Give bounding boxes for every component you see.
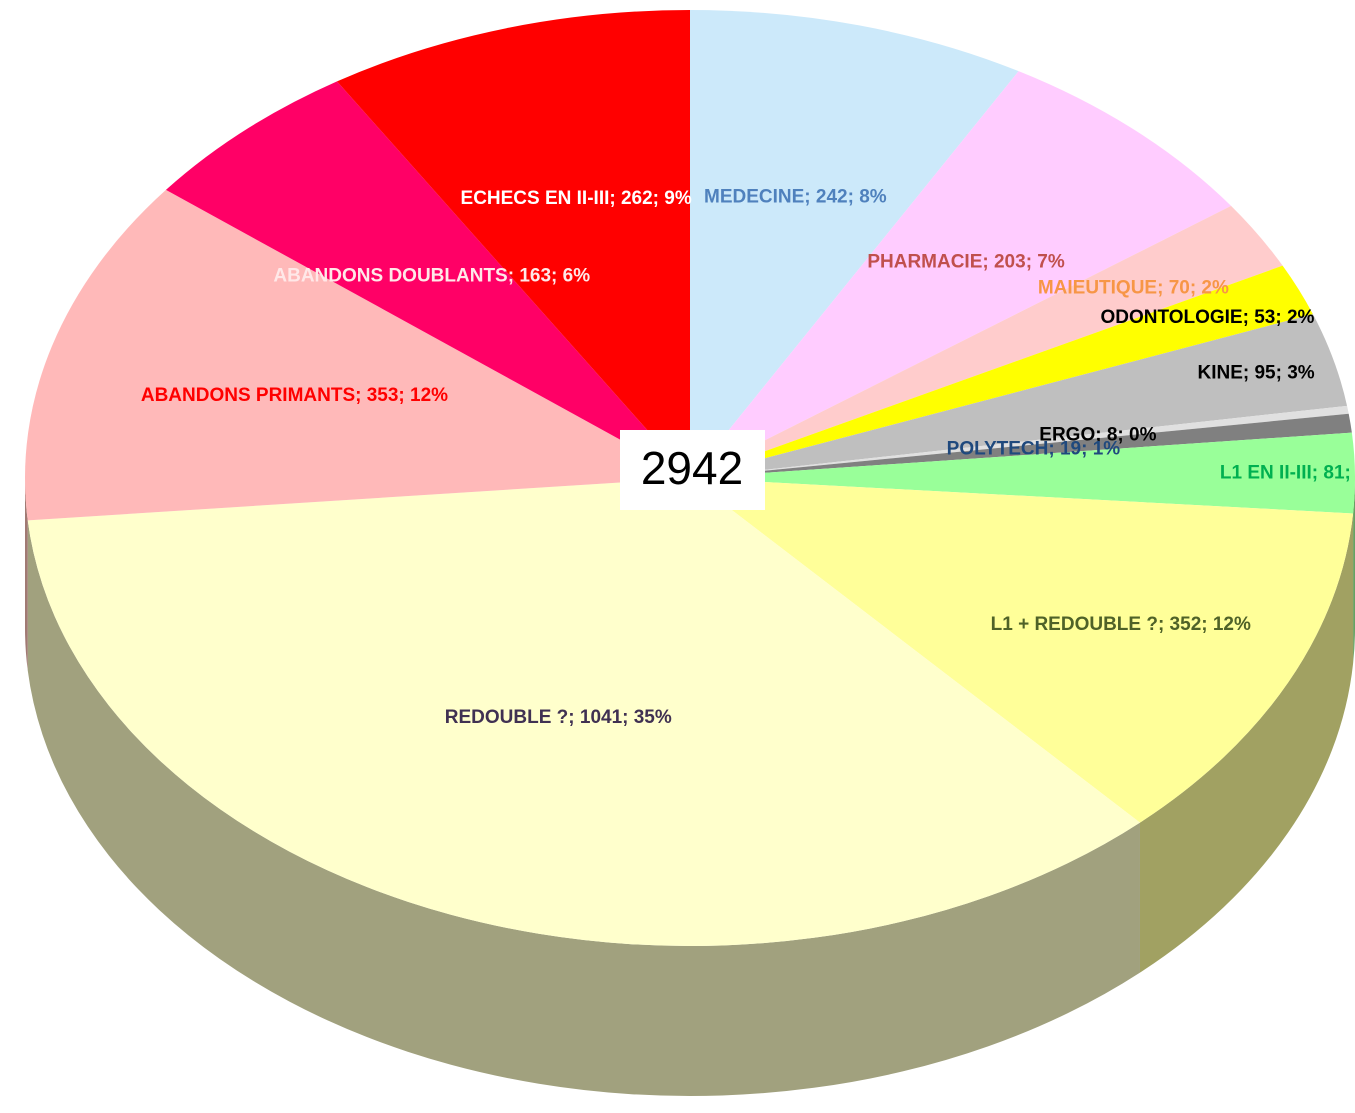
pie-slice: [25, 189, 691, 521]
pie-slice: [690, 10, 1019, 478]
pie-slice: [690, 265, 1313, 478]
data-label: L1 + REDOUBLE ?; 352; 12%: [991, 614, 1251, 635]
total-box: [620, 430, 765, 510]
data-label: L1 EN II-III; 81; 3%: [1220, 462, 1355, 483]
data-label: REDOUBLE ?; 1041; 35%: [445, 707, 672, 728]
data-label: MEDECINE; 242; 8%: [704, 186, 887, 207]
pie-slice: [690, 314, 1348, 478]
data-label: KINE; 95; 3%: [1197, 363, 1314, 384]
pie-slice: [337, 10, 690, 478]
labels: MEDECINE; 242; 8% PHARMACIE; 203; 7% MAIEU…: [141, 186, 1355, 728]
pie-top: [25, 10, 1355, 946]
data-label: ERGO; 8; 0%: [1039, 425, 1156, 446]
pie-side: [25, 478, 1355, 1096]
pie-slice: [690, 405, 1349, 478]
pie-slice: [165, 81, 691, 478]
pie-slice: [690, 432, 1355, 514]
pie-side-segment: [1139, 513, 1354, 973]
pie-slice: [690, 478, 1354, 823]
total-label: 2942: [641, 442, 743, 494]
pie-side-segment: [27, 520, 1140, 1096]
pie-slice: [690, 71, 1232, 479]
pie-slice: [690, 205, 1283, 478]
pie-slice: [690, 413, 1352, 478]
data-label: ODONTOLOGIE; 53; 2%: [1100, 307, 1314, 328]
data-label: ABANDONS DOUBLANTS; 163; 6%: [273, 265, 590, 286]
data-label: PHARMACIE; 203; 7%: [867, 251, 1065, 272]
pie-slice: [27, 478, 1140, 946]
data-label: POLYTECH; 19; 1%: [947, 438, 1121, 459]
data-label: ECHECS EN II-III; 262; 9%: [461, 188, 692, 209]
pie-side-segment: [25, 478, 28, 671]
data-label: ABANDONS PRIMANTS; 353; 12%: [141, 385, 448, 406]
data-label: MAIEUTIQUE; 70; 2%: [1038, 278, 1229, 299]
